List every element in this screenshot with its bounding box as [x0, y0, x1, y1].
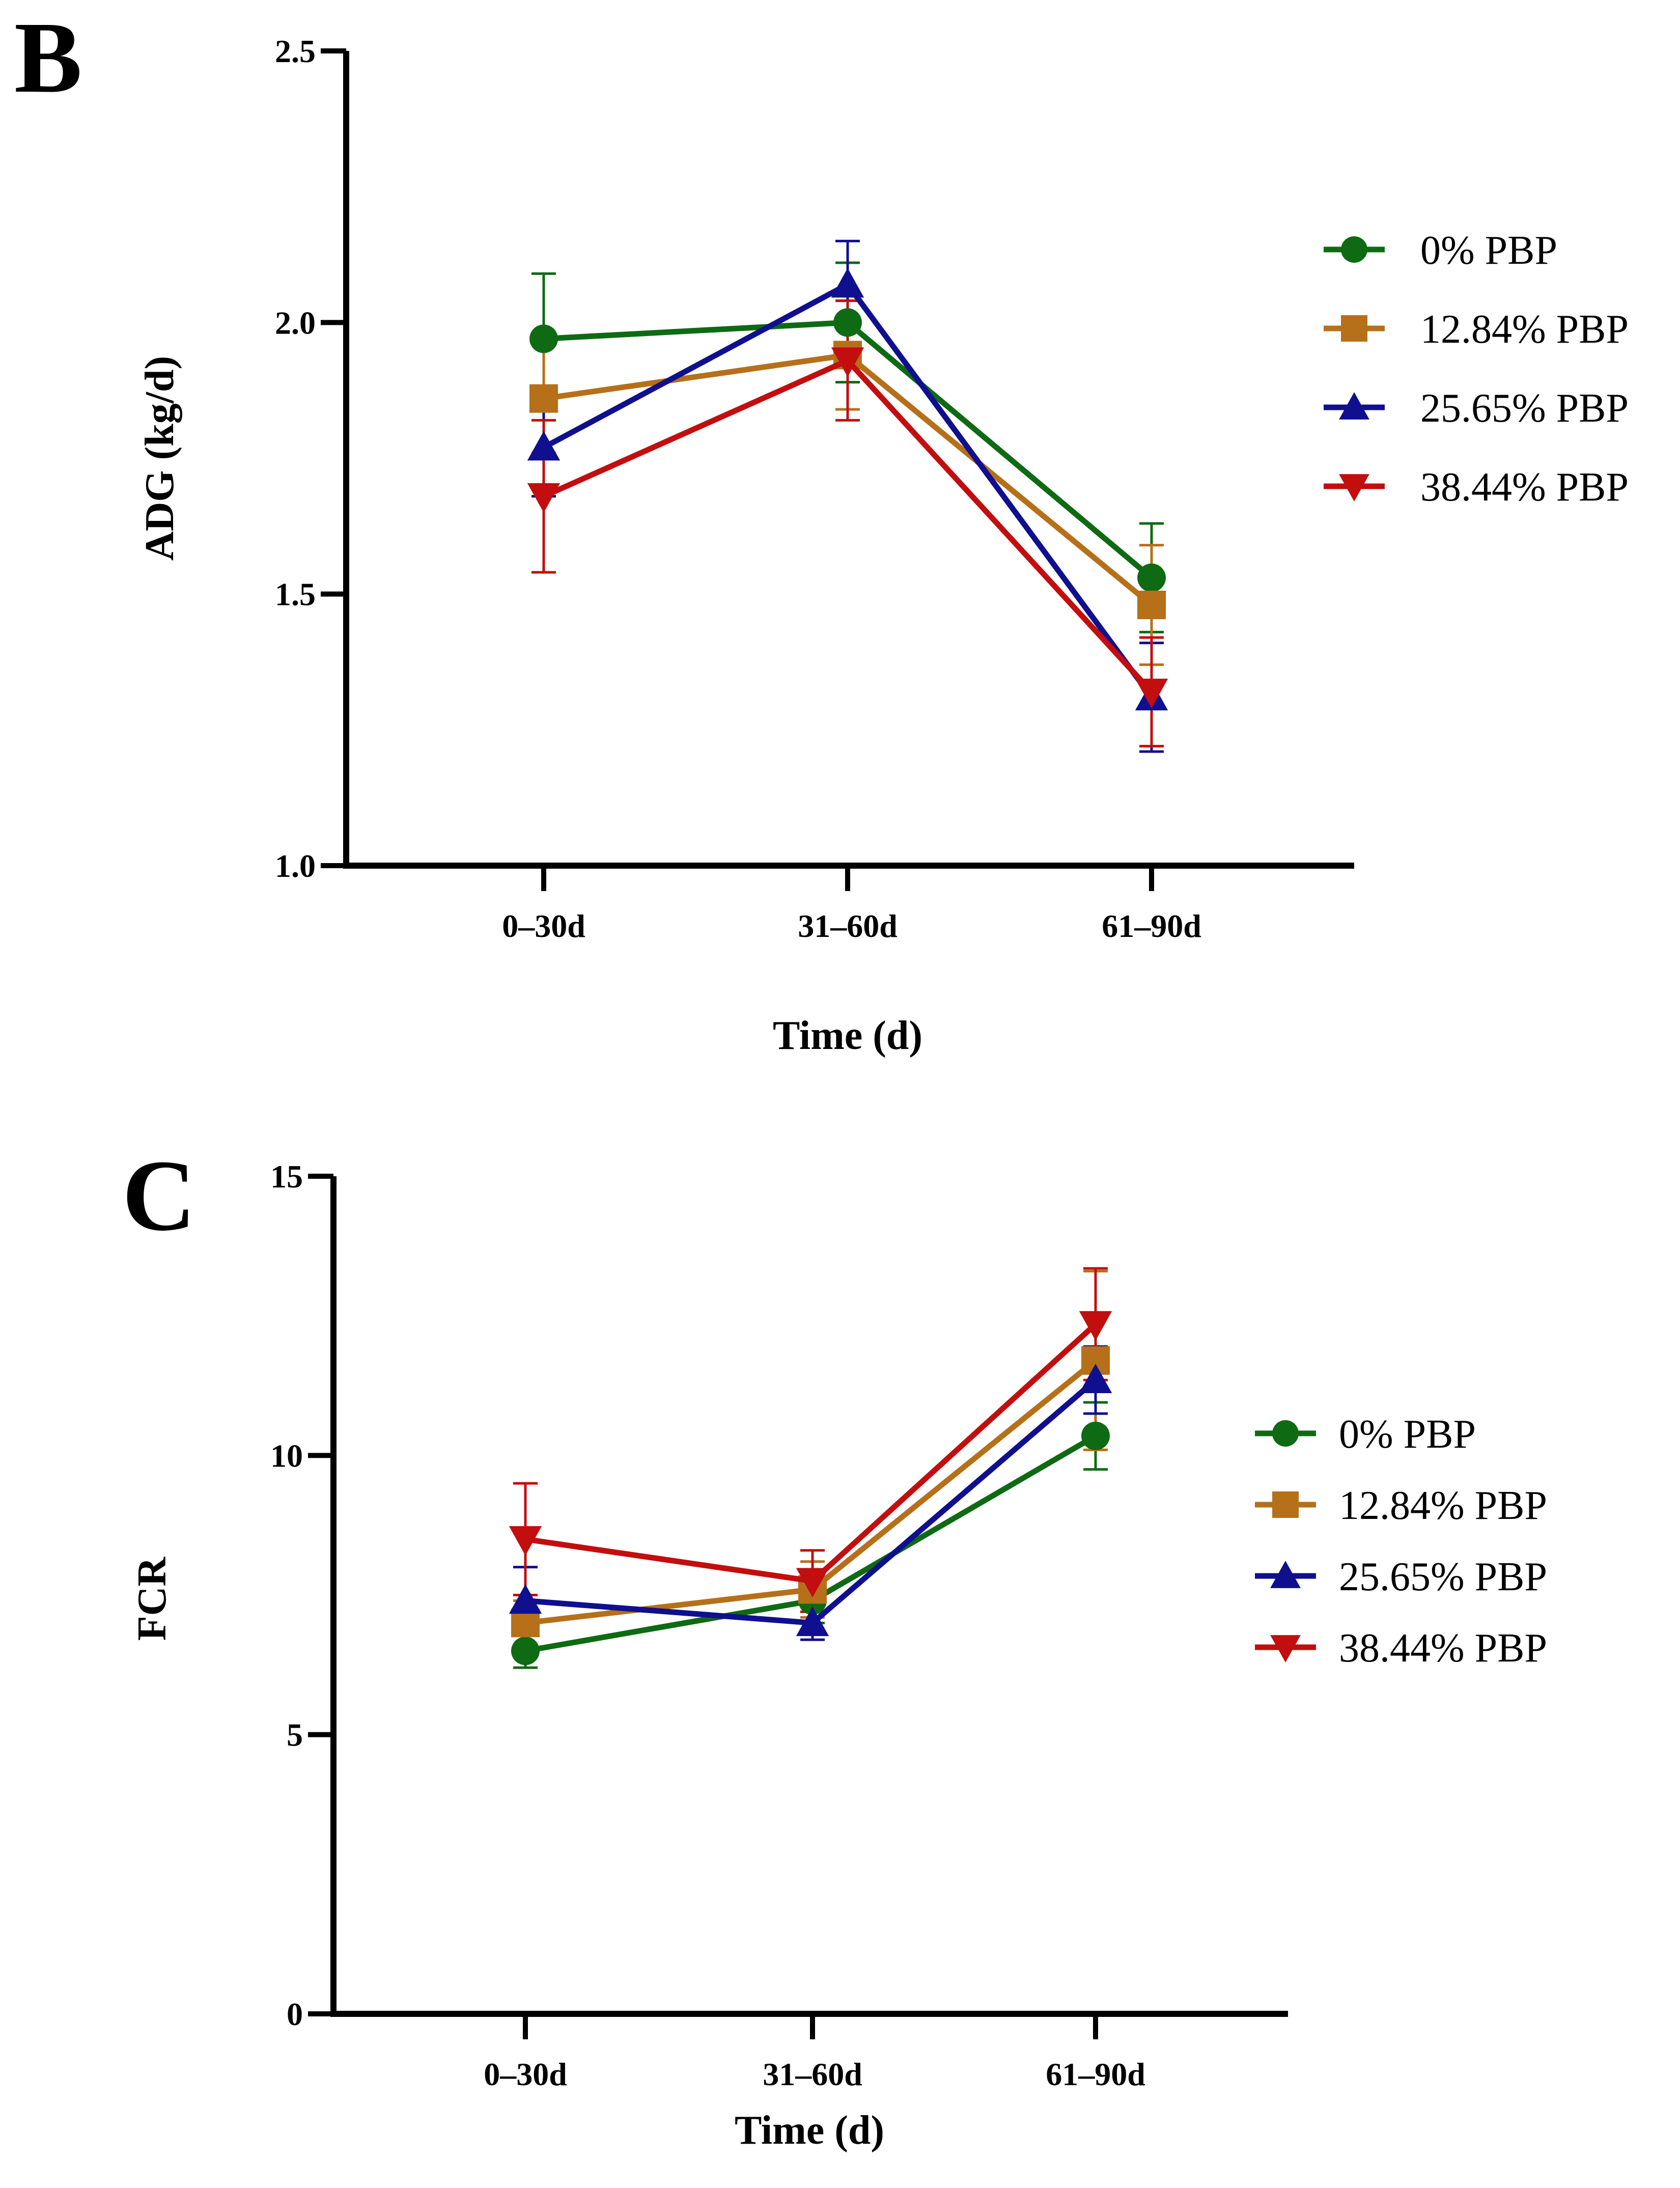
- x-tick-label: 31–60d: [763, 2056, 862, 2092]
- data-point-25-65pct-pbp: [831, 268, 864, 298]
- legend-marker: [1270, 1635, 1301, 1663]
- y-tick-label: 15: [270, 1158, 303, 1195]
- data-point-12-84pct-pbp: [1137, 591, 1166, 619]
- legend-label: 0% PBP: [1420, 228, 1557, 273]
- x-tick-label: 0–30d: [484, 2056, 567, 2092]
- data-point-25-65pct-pbp: [1079, 1364, 1112, 1394]
- legend-marker: [1272, 1491, 1299, 1518]
- series-38-44pct-pbp: [509, 1311, 1112, 1598]
- legend-marker: [1341, 236, 1367, 263]
- legend-item-25-65pct-pbp: 25.65% PBP: [1255, 1555, 1547, 1599]
- legend-label: 12.84% PBP: [1339, 1483, 1547, 1528]
- data-point-38-44pct-pbp: [1079, 1311, 1112, 1341]
- legend-label: 38.44% PBP: [1339, 1626, 1547, 1671]
- y-tick-label: 2.0: [275, 304, 316, 341]
- series-25-65pct-pbp: [509, 1364, 1112, 1637]
- legend-label: 25.65% PBP: [1339, 1555, 1547, 1599]
- legend-item-12-84pct-pbp: 12.84% PBP: [1255, 1483, 1547, 1528]
- x-tick-label: 61–90d: [1046, 2056, 1145, 2092]
- y-tick-label: 5: [287, 1717, 303, 1753]
- panel-b-chart: B 1.0 1.5 2.0 2.5 0–30d 31–60d 61–90d ADG (kg/d)…: [14, 2, 1629, 1058]
- data-point-0pct-pbp: [833, 308, 862, 337]
- legend-label: 25.65% PBP: [1420, 386, 1629, 431]
- y-tick-label: 2.5: [275, 33, 316, 69]
- data-point-38-44pct-pbp: [509, 1526, 542, 1556]
- legend-marker: [1272, 1420, 1299, 1447]
- y-tick-label: 10: [270, 1437, 303, 1474]
- x-tick-label: 61–90d: [1102, 908, 1201, 944]
- data-point-25-65pct-pbp: [509, 1584, 542, 1614]
- data-point-25-65pct-pbp: [796, 1607, 829, 1637]
- legend-label: 0% PBP: [1339, 1412, 1476, 1457]
- panel-letter: C: [122, 1140, 195, 1252]
- data-point-38-44pct-pbp: [831, 347, 864, 377]
- series-38-44pct-pbp: [527, 347, 1168, 708]
- data-point-25-65pct-pbp: [527, 431, 561, 461]
- y-axis-title: ADG (kg/d): [137, 356, 182, 561]
- y-axis-title: FCR: [130, 1557, 175, 1641]
- legend-item-38-44pct-pbp: 38.44% PBP: [1324, 465, 1629, 510]
- series-0pct-pbp: [529, 308, 1166, 592]
- legend-label: 12.84% PBP: [1420, 307, 1629, 352]
- data-point-38-44pct-pbp: [527, 483, 561, 513]
- legend-marker: [1341, 315, 1367, 342]
- y-tick-label: 1.5: [275, 576, 316, 613]
- legend-label: 38.44% PBP: [1420, 465, 1629, 510]
- y-tick-label: 0: [287, 1996, 303, 2032]
- x-tick-label: 31–60d: [798, 908, 898, 944]
- legend-marker: [1270, 1561, 1301, 1588]
- x-tick-label: 0–30d: [502, 908, 585, 944]
- data-point-38-44pct-pbp: [1135, 678, 1168, 708]
- x-axis-title: Time (d): [735, 2108, 884, 2153]
- legend-item-38-44pct-pbp: 38.44% PBP: [1255, 1626, 1547, 1671]
- legend-item-25-65pct-pbp: 25.65% PBP: [1324, 386, 1629, 431]
- data-point-38-44pct-pbp: [796, 1568, 829, 1598]
- legend-item-12-84pct-pbp: 12.84% PBP: [1324, 307, 1629, 352]
- data-point-0pct-pbp: [1081, 1421, 1110, 1450]
- legend-marker: [1339, 392, 1369, 420]
- data-point-0pct-pbp: [1137, 563, 1166, 592]
- data-point-12-84pct-pbp: [529, 384, 558, 413]
- legend-item-0pct-pbp: 0% PBP: [1324, 228, 1557, 273]
- data-point-0pct-pbp: [511, 1637, 540, 1666]
- panel-c-chart: C 0 5 10 15 0–30d 31–60d 61–90d FCR Time (d) 0% PB…: [122, 1140, 1547, 2153]
- x-axis-title: Time (d): [773, 1013, 922, 1058]
- legend: 0% PBP 12.84% PBP 25.65% PBP 38.44% PBP: [1324, 228, 1629, 510]
- legend: 0% PBP 12.84% PBP 25.65% PBP 38.44% PBP: [1255, 1412, 1547, 1671]
- legend-item-0pct-pbp: 0% PBP: [1255, 1412, 1476, 1457]
- y-tick-label: 1.0: [275, 848, 316, 884]
- data-point-0pct-pbp: [529, 324, 558, 353]
- panel-letter: B: [14, 2, 82, 114]
- legend-marker: [1339, 474, 1369, 502]
